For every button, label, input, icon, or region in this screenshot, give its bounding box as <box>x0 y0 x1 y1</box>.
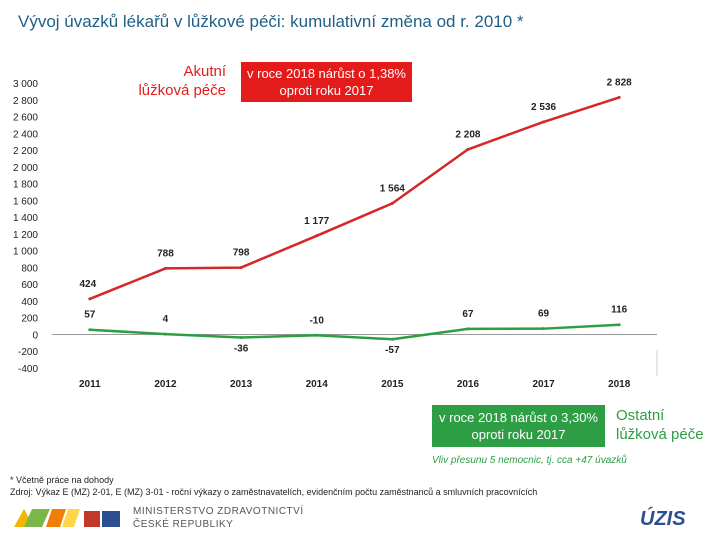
data-point <box>163 332 167 336</box>
data-point <box>315 234 319 238</box>
data-label: 2 208 <box>455 129 480 140</box>
data-label: 424 <box>79 279 96 290</box>
data-labels: 424 788 798 1 177 1 564 2 208 2 536 2 828 57 4 -36… <box>79 77 632 356</box>
y-tick-label: 1 800 <box>13 180 38 191</box>
y-tick-label: 600 <box>21 280 38 291</box>
data-label: -10 <box>309 315 324 326</box>
acute-label-line1: Akutní <box>183 63 226 80</box>
data-point <box>542 120 546 124</box>
other-label-line2: lůžková péče <box>616 426 704 443</box>
data-label: 116 <box>611 305 628 316</box>
footnote-line1: * Včetně práce na dohody <box>10 475 114 485</box>
ministry-line2: ČESKÉ REPUBLIKY <box>133 519 234 530</box>
data-point <box>239 266 243 270</box>
x-axis: 2011 2012 2013 2014 2015 2016 2017 2018 <box>79 379 631 390</box>
y-tick-label: 200 <box>21 314 38 325</box>
series-line-acute <box>89 96 620 301</box>
x-tick-label: 2015 <box>381 379 404 390</box>
ministry-logo-text: MINISTERSTVO ZDRAVOTNICTVÍ ČESKÉ REPUBLI… <box>133 505 304 531</box>
other-box-line1: v roce 2018 nárůst o 3,30% <box>439 410 598 425</box>
data-point <box>88 328 92 332</box>
data-label: 798 <box>233 248 250 259</box>
y-tick-label: -400 <box>18 364 38 375</box>
data-label: -57 <box>385 345 400 356</box>
x-tick-label: 2012 <box>154 379 177 390</box>
x-tick-label: 2017 <box>532 379 555 390</box>
y-tick-label: 2 000 <box>13 163 38 174</box>
data-label: 1 564 <box>380 183 405 194</box>
y-tick-label: 2 400 <box>13 129 38 140</box>
x-tick-label: 2011 <box>79 379 101 390</box>
y-tick-label: 0 <box>32 330 38 341</box>
y-axis: -400 -200 0 200 400 600 800 1 000 1 200 1 400 1 60… <box>13 79 38 375</box>
data-label: -36 <box>234 343 249 354</box>
data-point <box>466 147 470 151</box>
other-box-line2: oproti roku 2017 <box>471 427 566 442</box>
ministry-line1: MINISTERSTVO ZDRAVOTNICTVÍ <box>133 506 304 517</box>
eu-logos-icon <box>14 509 120 527</box>
line-chart: -400 -200 0 200 400 600 800 1 000 1 200 1 400 1 60… <box>13 77 658 390</box>
uzis-logo: ÚZIS <box>640 508 686 530</box>
grid-lines <box>52 333 658 376</box>
data-label: 788 <box>157 248 174 259</box>
y-tick-label: 800 <box>21 263 38 274</box>
acute-box-line2: oproti roku 2017 <box>279 83 374 98</box>
data-label: 69 <box>538 309 550 320</box>
source-line: Zdroj: Výkaz E (MZ) 2-01, E (MZ) 3-01 - … <box>10 487 538 497</box>
y-tick-label: 400 <box>21 297 38 308</box>
series-line-other <box>89 323 620 341</box>
y-tick-label: 1 200 <box>13 230 38 241</box>
data-label: 2 828 <box>607 77 632 88</box>
x-tick-label: 2014 <box>306 379 329 390</box>
data-point <box>88 297 92 301</box>
chart-title: Vývoj úvazků lékařů v lůžkové péči: kumu… <box>18 12 524 31</box>
y-tick-label: 1 000 <box>13 247 38 258</box>
y-tick-label: 2 800 <box>13 96 38 107</box>
data-label: 2 536 <box>531 102 556 113</box>
y-tick-label: -200 <box>18 347 38 358</box>
data-point <box>390 201 394 205</box>
y-tick-label: 3 000 <box>13 79 38 90</box>
data-point <box>163 266 167 270</box>
other-label-line1: Ostatní <box>616 407 665 424</box>
acute-box-line1: v roce 2018 nárůst o 1,38% <box>247 66 406 81</box>
other-series-label: Ostatní lůžková péče <box>616 406 716 444</box>
data-label: 57 <box>84 310 96 321</box>
y-tick-label: 2 600 <box>13 113 38 124</box>
x-tick-label: 2016 <box>457 379 480 390</box>
data-point <box>617 95 621 99</box>
data-point <box>390 337 394 341</box>
data-point <box>239 335 243 339</box>
transfer-note: Vliv přesunu 5 nemocnic, tj. cca +47 úva… <box>432 455 627 466</box>
data-point <box>315 333 319 337</box>
footnote: * Včetně práce na dohody Zdroj: Výkaz E … <box>10 474 537 498</box>
data-point <box>542 327 546 331</box>
other-growth-box: v roce 2018 nárůst o 3,30% oproti roku 2… <box>432 405 605 447</box>
acute-series-label: Akutní lůžková péče <box>138 62 226 100</box>
x-tick-label: 2013 <box>230 379 253 390</box>
data-point <box>617 323 621 327</box>
acute-growth-box: v roce 2018 nárůst o 1,38% oproti roku 2… <box>241 62 412 102</box>
x-tick-label: 2018 <box>608 379 631 390</box>
series-lines <box>88 95 621 341</box>
data-label: 4 <box>163 314 169 325</box>
y-tick-label: 2 200 <box>13 146 38 157</box>
y-tick-label: 1 400 <box>13 213 38 224</box>
acute-label-line2: lůžková péče <box>138 82 226 99</box>
data-label: 67 <box>462 309 474 320</box>
y-tick-label: 1 600 <box>13 196 38 207</box>
data-point <box>466 327 470 331</box>
data-label: 1 177 <box>304 216 329 227</box>
